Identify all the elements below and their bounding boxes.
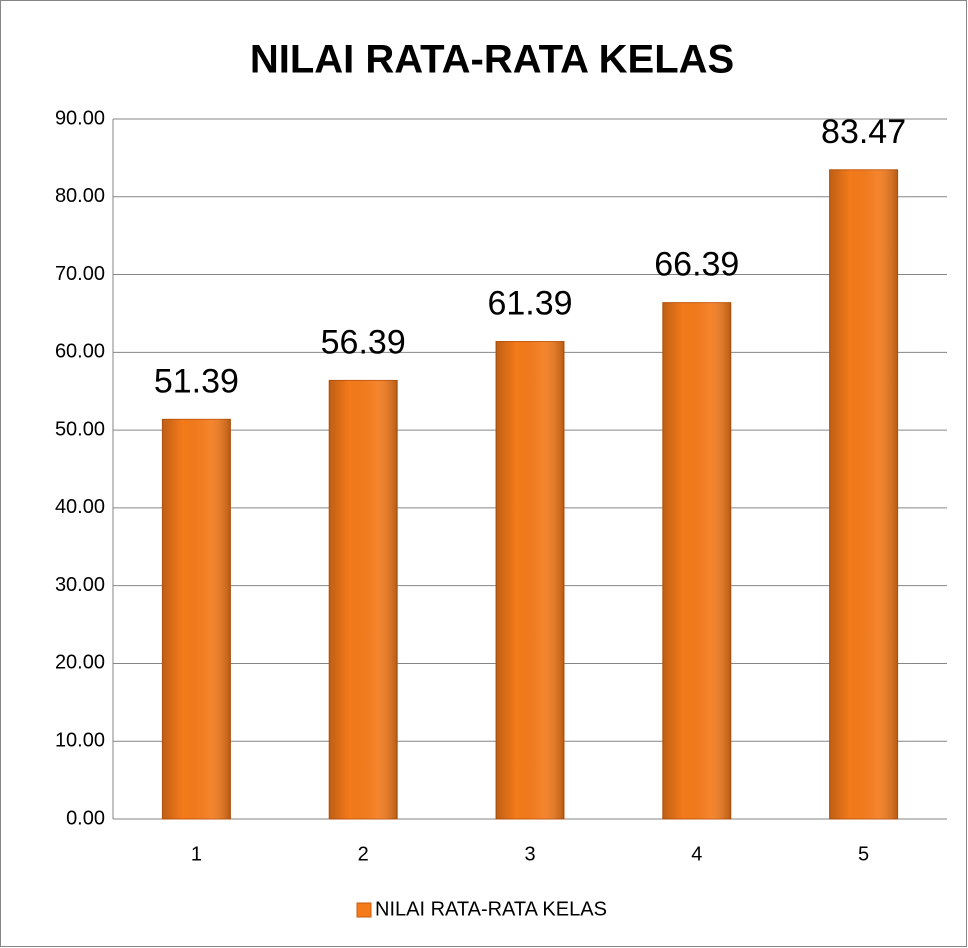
- y-tick-label: 70.00: [55, 263, 105, 285]
- x-tick-label: 1: [191, 843, 202, 865]
- y-tick-label: 50.00: [55, 418, 105, 440]
- data-label: 56.39: [321, 323, 406, 361]
- y-tick-label: 90.00: [55, 107, 105, 129]
- bar-shade: [496, 341, 564, 819]
- data-label: 66.39: [654, 246, 739, 284]
- legend-label: NILAI RATA-RATA KELAS: [375, 898, 607, 920]
- y-tick-label: 80.00: [55, 185, 105, 207]
- data-label: 61.39: [487, 285, 572, 323]
- y-tick-label: 10.00: [55, 730, 105, 752]
- y-tick-label: 60.00: [55, 341, 105, 363]
- x-tick-label: 5: [858, 843, 869, 865]
- x-tick-label: 3: [524, 843, 535, 865]
- bar-shade: [329, 380, 398, 819]
- bar-shade: [662, 302, 731, 820]
- data-label: 51.39: [154, 362, 239, 400]
- chart-title: NILAI RATA-RATA KELAS: [250, 38, 734, 82]
- bar-shade: [162, 419, 231, 819]
- y-tick-label: 40.00: [55, 496, 105, 518]
- x-tick-label: 2: [358, 843, 369, 865]
- bar-shade: [829, 169, 898, 820]
- y-tick-label: 30.00: [55, 574, 105, 596]
- x-tick-label: 4: [691, 843, 702, 865]
- data-label: 83.47: [821, 113, 906, 151]
- legend-swatch: [356, 902, 372, 918]
- y-tick-label: 0.00: [66, 807, 105, 829]
- y-tick-label: 20.00: [55, 652, 105, 674]
